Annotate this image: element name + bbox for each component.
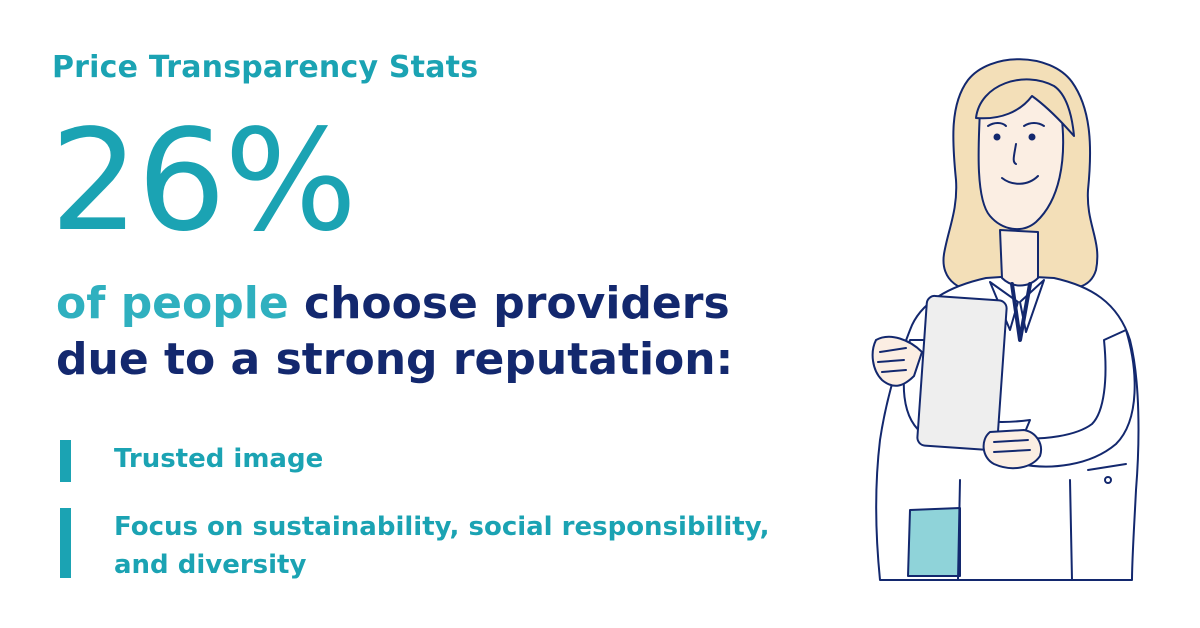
nose bbox=[1012, 143, 1017, 165]
big-stat-percentage: 26% bbox=[50, 100, 357, 263]
bullet-bar bbox=[60, 508, 71, 578]
bullet-bar bbox=[60, 440, 71, 482]
bullet-item: Trusted image bbox=[60, 440, 814, 482]
smile bbox=[1001, 175, 1039, 185]
coat-seam bbox=[957, 479, 961, 581]
headline-rest: choose providers due to a strong reputat… bbox=[56, 278, 734, 385]
bullet-text: Focus on sustainability, social responsi… bbox=[114, 512, 770, 580]
headline-accent: of people bbox=[56, 278, 289, 329]
hand-right bbox=[982, 429, 1042, 470]
doctor-with-tablet-illustration bbox=[871, 58, 1140, 581]
kicker-title: Price Transparency Stats bbox=[52, 50, 479, 85]
coat-pocket bbox=[1087, 463, 1127, 471]
coat-seam bbox=[1069, 479, 1073, 581]
fingers-right bbox=[993, 439, 1031, 453]
hair-bangs bbox=[975, 78, 1075, 137]
scrubs-shape bbox=[907, 507, 961, 577]
bullet-text: Trusted image bbox=[114, 444, 324, 474]
fingers-left bbox=[877, 347, 907, 373]
brow-right bbox=[1023, 122, 1045, 127]
eye-right bbox=[1028, 133, 1036, 141]
tablet bbox=[916, 294, 1008, 452]
brow-left bbox=[987, 122, 1007, 127]
neck-shape bbox=[999, 229, 1039, 287]
coat-button bbox=[1104, 476, 1112, 484]
headline: of people choose providers due to a stro… bbox=[56, 276, 816, 388]
lanyard-shape bbox=[1010, 282, 1032, 342]
bullet-item: Focus on sustainability, social responsi… bbox=[60, 508, 814, 584]
eye-left bbox=[993, 133, 1001, 141]
